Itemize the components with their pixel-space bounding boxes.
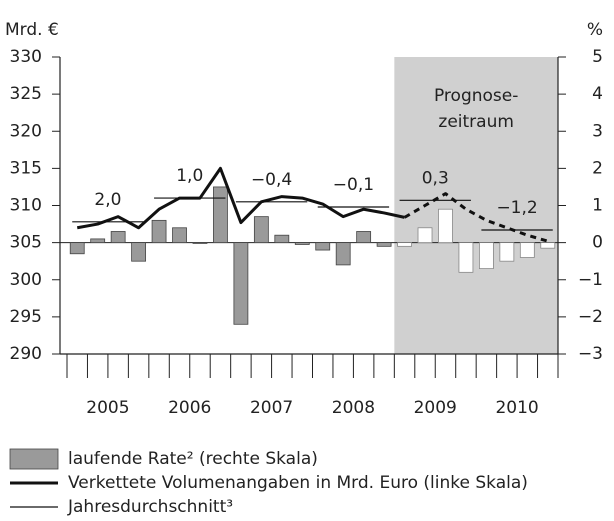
forecast-label: zeitraum <box>438 112 514 132</box>
bar <box>376 242 392 247</box>
legend-label: laufende Rate² (rechte Skala) <box>68 449 318 469</box>
y-unit: Mrd. € <box>5 20 59 40</box>
bar <box>499 242 515 262</box>
average-label: −0,1 <box>333 175 374 195</box>
bar <box>478 242 494 270</box>
y-tick-label: 320 <box>10 121 42 141</box>
y-tick-label: 300 <box>10 270 42 290</box>
bar <box>335 242 351 266</box>
y-tick-label: 330 <box>10 47 42 67</box>
bar <box>315 242 331 251</box>
bar <box>274 234 290 244</box>
y-tick-label: 325 <box>10 84 42 104</box>
y2-tick-label: −1 <box>578 270 603 290</box>
bar <box>192 242 208 244</box>
forecast-label: Prognose- <box>434 86 518 106</box>
y2-tick-label: 1 <box>592 196 603 216</box>
bar <box>253 216 269 244</box>
average-label: −1,2 <box>496 198 537 218</box>
x-tick-label: 2007 <box>250 398 293 418</box>
y2-tick-label: 0 <box>592 233 603 253</box>
bar <box>110 231 126 244</box>
x-tick-label: 2010 <box>495 398 538 418</box>
average-label: 1,0 <box>176 166 203 186</box>
average-label: 2,0 <box>94 190 121 210</box>
y2-tick-label: 2 <box>592 158 603 178</box>
bar <box>172 227 187 244</box>
bar <box>294 242 310 245</box>
forecast-line <box>403 192 549 243</box>
y-tick-label: 315 <box>10 158 42 178</box>
x-tick-label: 2009 <box>414 398 457 418</box>
bar <box>540 242 556 249</box>
x-tick-label: 2006 <box>168 398 211 418</box>
bar <box>417 227 433 244</box>
bar <box>233 242 249 325</box>
line <box>76 166 405 230</box>
bar <box>69 242 85 255</box>
y-tick-label: 310 <box>10 196 42 216</box>
bar <box>519 242 535 258</box>
legend-label: Jahresdurchschnitt³ <box>67 497 233 517</box>
bar <box>131 242 147 262</box>
bar <box>438 208 453 244</box>
forecast-region <box>394 57 558 354</box>
y-tick-label: 290 <box>10 344 42 364</box>
bar <box>458 242 474 273</box>
bar <box>213 186 228 244</box>
average-label: −0,4 <box>251 170 292 190</box>
legend-swatch <box>9 448 59 470</box>
bar <box>151 219 167 244</box>
y2-tick-label: 4 <box>592 84 603 104</box>
y-tick-label: 305 <box>10 233 42 253</box>
bar <box>90 238 106 244</box>
x-tick-label: 2008 <box>332 398 375 418</box>
y2-tick-label: 5 <box>592 47 603 67</box>
average-label: 0,3 <box>422 168 449 188</box>
bar <box>397 242 412 247</box>
y2-unit: % <box>587 20 603 40</box>
y-tick-label: 295 <box>10 307 42 327</box>
y2-tick-label: −2 <box>578 307 603 327</box>
x-tick-label: 2005 <box>86 398 129 418</box>
y2-tick-label: −3 <box>578 344 603 364</box>
bar <box>356 231 372 244</box>
y2-tick-label: 3 <box>592 121 603 141</box>
legend-label: Verkettete Volumenangaben in Mrd. Euro (… <box>68 473 528 493</box>
